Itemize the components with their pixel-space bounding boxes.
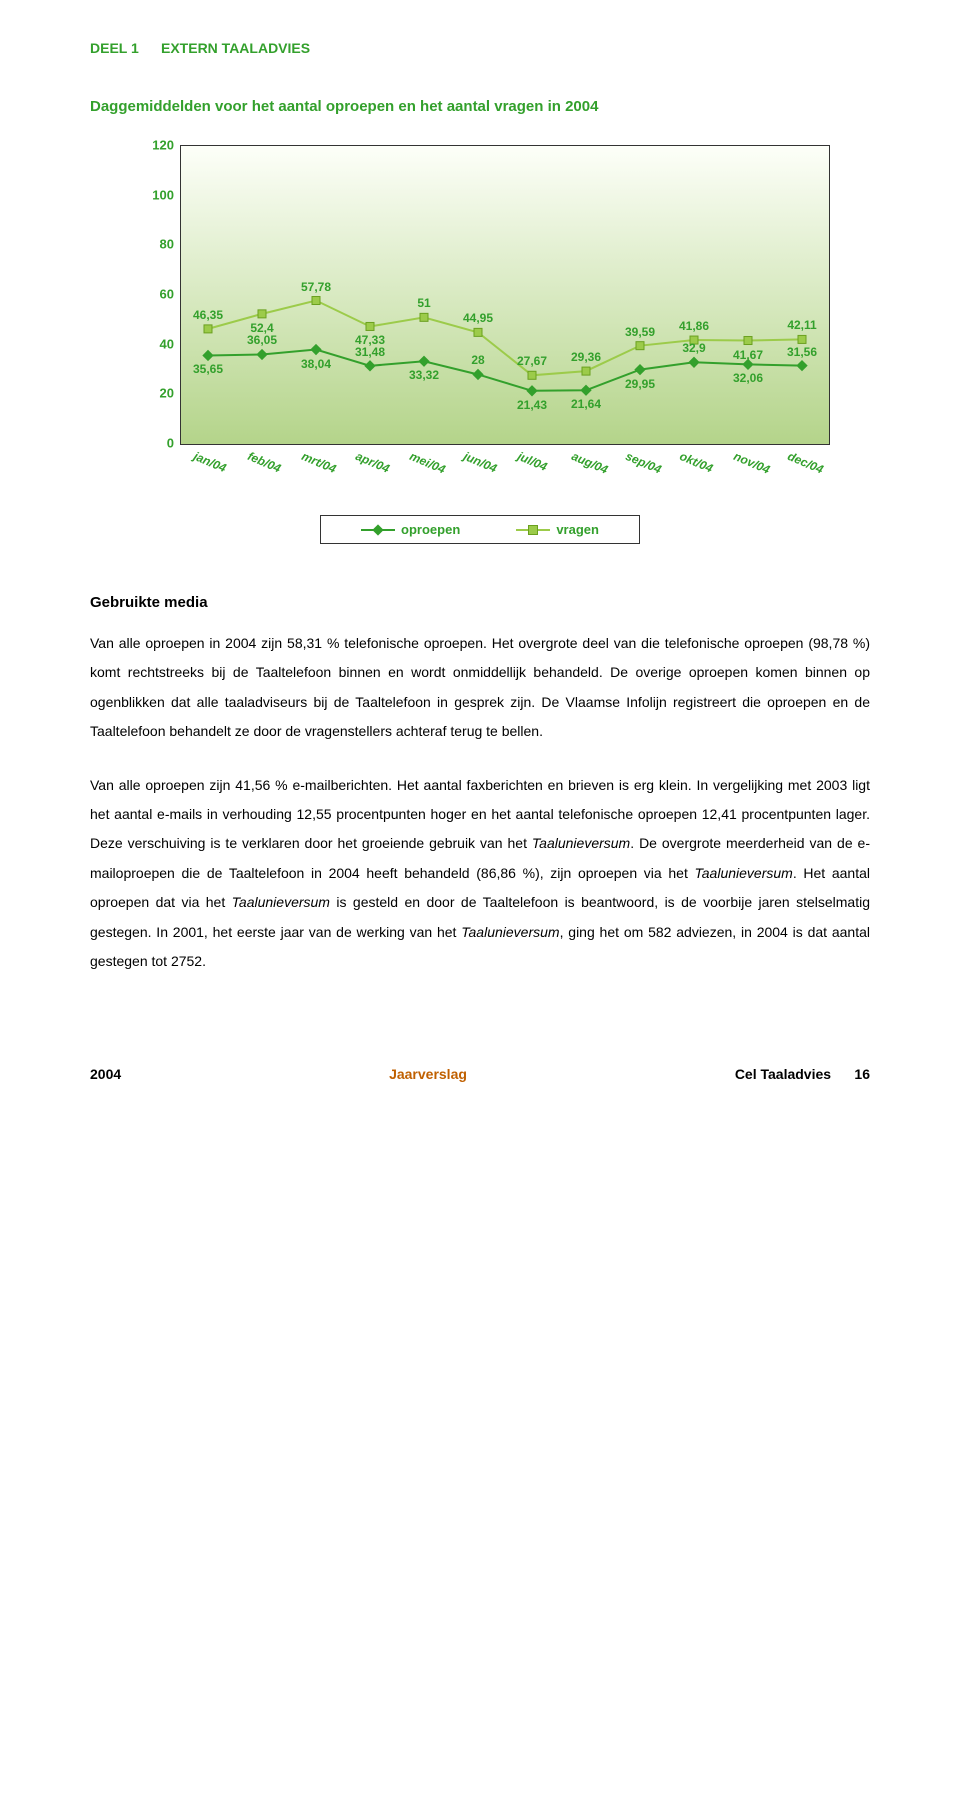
data-label: 51 (417, 296, 430, 310)
page-footer: 2004 Jaarverslag Cel Taaladvies 16 (90, 1066, 870, 1082)
x-tick: nov/04 (732, 449, 772, 477)
y-tick: 20 (160, 386, 174, 401)
header-title: EXTERN TAALADVIES (161, 40, 310, 56)
data-label: 21,43 (517, 398, 547, 412)
data-label: 39,59 (625, 325, 655, 339)
legend-item-oproepen: oproepen (361, 522, 460, 537)
legend-swatch-vragen (516, 529, 550, 531)
x-tick: jun/04 (462, 449, 499, 475)
data-label: 21,64 (571, 397, 601, 411)
data-label: 57,78 (301, 280, 331, 294)
y-tick: 80 (160, 237, 174, 252)
data-label: 41,67 (733, 348, 763, 362)
chart-title: Daggemiddelden voor het aantal oproepen … (90, 98, 870, 115)
data-label: 29,95 (625, 377, 655, 391)
y-tick: 60 (160, 287, 174, 302)
term-taalunieversum: Taalunieversum (695, 865, 793, 881)
legend-swatch-oproepen (361, 529, 395, 531)
data-label: 41,86 (679, 319, 709, 333)
data-label: 44,95 (463, 311, 493, 325)
x-tick: jul/04 (516, 449, 550, 474)
data-label: 27,67 (517, 354, 547, 368)
term-taalunieversum: Taalunieversum (532, 835, 630, 851)
x-tick: dec/04 (786, 449, 826, 476)
x-tick: sep/04 (624, 449, 664, 476)
footer-right: Cel Taaladvies 16 (735, 1066, 870, 1082)
x-tick: feb/04 (246, 449, 283, 475)
y-tick: 120 (152, 138, 174, 153)
legend-label-vragen: vragen (556, 522, 599, 537)
term-taalunieversum: Taalunieversum (461, 924, 559, 940)
page-number: 16 (854, 1066, 870, 1082)
term-taalunieversum: Taalunieversum (232, 894, 330, 910)
footer-year: 2004 (90, 1066, 121, 1082)
paragraph-1: Van alle oproepen in 2004 zijn 58,31 % t… (90, 629, 870, 747)
legend-label-oproepen: oproepen (401, 522, 460, 537)
data-label: 31,48 (355, 345, 385, 359)
data-label: 42,11 (787, 318, 816, 332)
data-label: 33,32 (409, 368, 439, 382)
data-label: 31,56 (787, 345, 817, 359)
x-tick: mrt/04 (300, 449, 339, 476)
chart-legend: oproepen vragen (320, 515, 640, 544)
x-tick: aug/04 (570, 449, 610, 477)
data-label: 35,65 (193, 362, 223, 376)
x-tick: apr/04 (354, 449, 392, 476)
data-label: 29,36 (571, 350, 601, 364)
legend-item-vragen: vragen (516, 522, 599, 537)
section-title-media: Gebruikte media (90, 594, 870, 611)
footer-doc-title: Jaarverslag (389, 1066, 467, 1082)
y-tick: 0 (167, 436, 174, 451)
data-label: 32,06 (733, 371, 763, 385)
y-tick: 100 (152, 187, 174, 202)
x-tick: jan/04 (192, 449, 229, 475)
y-tick: 40 (160, 336, 174, 351)
x-tick: okt/04 (678, 449, 715, 475)
data-label: 46,35 (193, 308, 223, 322)
data-label: 32,9 (682, 341, 705, 355)
chart-container: 020406080100120 46,3552,457,7847,335144,… (130, 145, 830, 485)
x-axis: jan/04 feb/04 mrt/04 apr/04 mei/04 jun/04 jul/… (180, 445, 830, 485)
y-axis: 020406080100120 (130, 145, 180, 445)
x-tick: mei/04 (408, 449, 448, 476)
part-label: DEEL 1 (90, 40, 139, 56)
data-label: 38,04 (301, 357, 331, 371)
chart-plot-area: 46,3552,457,7847,335144,9527,6729,3639,5… (180, 145, 830, 445)
data-label: 28 (471, 353, 484, 367)
data-label: 36,05 (247, 333, 277, 347)
page-header: DEEL 1 EXTERN TAALADVIES (90, 40, 870, 58)
paragraph-2: Van alle oproepen zijn 41,56 % e-mailber… (90, 771, 870, 977)
